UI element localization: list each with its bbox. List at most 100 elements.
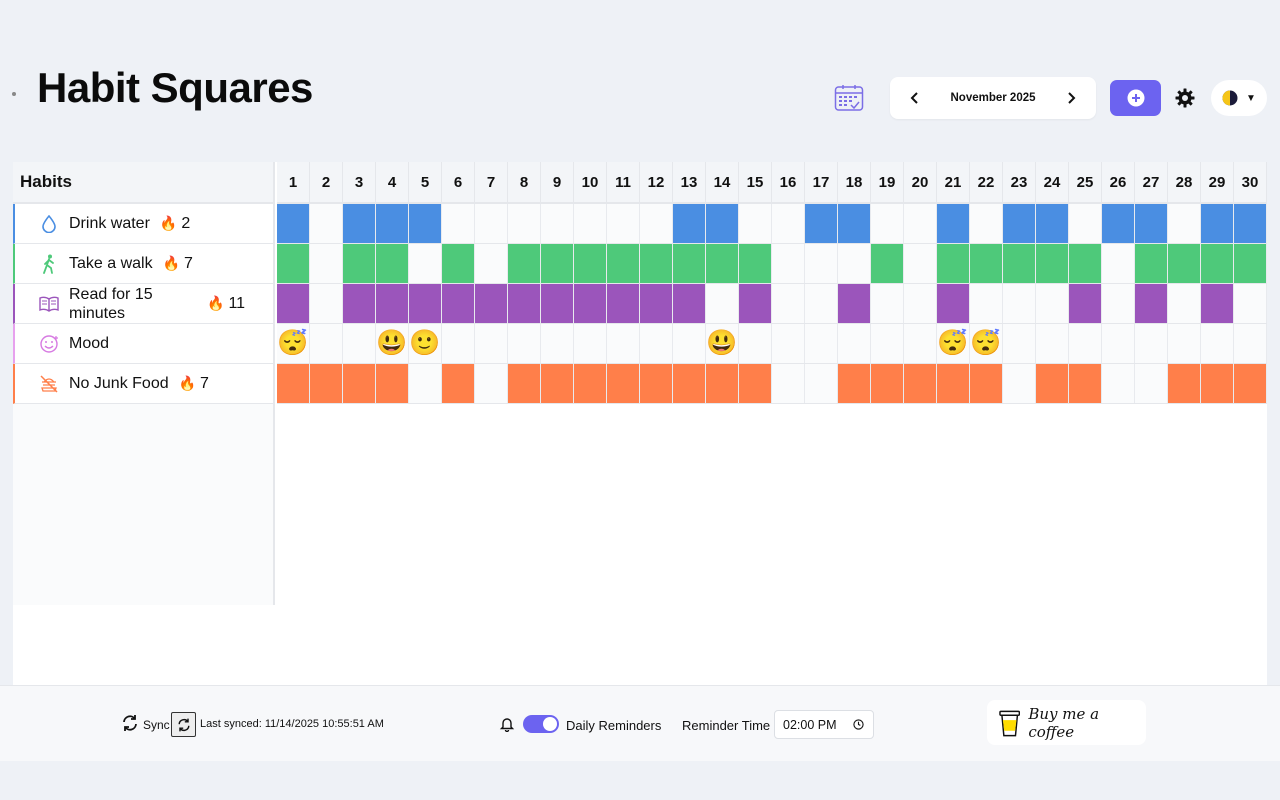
- day-cell[interactable]: 😴: [970, 324, 1003, 363]
- day-cell[interactable]: 🙂: [409, 324, 442, 363]
- habit-row-drink-water[interactable]: Drink water 🔥 2: [13, 204, 273, 244]
- day-cell[interactable]: [1003, 324, 1036, 363]
- day-cell[interactable]: [1168, 364, 1201, 403]
- day-cell[interactable]: [904, 204, 937, 243]
- day-cell[interactable]: [673, 204, 706, 243]
- day-cell[interactable]: [607, 244, 640, 283]
- day-cell[interactable]: [838, 284, 871, 323]
- calendar-button[interactable]: [833, 83, 865, 113]
- day-cell[interactable]: [1168, 284, 1201, 323]
- day-cell[interactable]: [409, 284, 442, 323]
- day-cell[interactable]: [1135, 324, 1168, 363]
- day-cell[interactable]: [1201, 324, 1234, 363]
- day-cell[interactable]: [1069, 204, 1102, 243]
- day-cell[interactable]: [442, 324, 475, 363]
- day-cell[interactable]: [1201, 244, 1234, 283]
- day-cell[interactable]: [607, 364, 640, 403]
- day-cell[interactable]: [673, 284, 706, 323]
- day-cell[interactable]: [310, 364, 343, 403]
- day-cell[interactable]: [871, 204, 904, 243]
- day-cell[interactable]: [1135, 364, 1168, 403]
- day-cell[interactable]: [541, 324, 574, 363]
- day-cell[interactable]: [574, 244, 607, 283]
- day-cell[interactable]: [1168, 204, 1201, 243]
- day-cell[interactable]: [475, 324, 508, 363]
- day-cell[interactable]: [838, 324, 871, 363]
- day-cell[interactable]: [574, 284, 607, 323]
- day-cell[interactable]: [1069, 284, 1102, 323]
- day-cell[interactable]: [640, 244, 673, 283]
- day-cell[interactable]: [904, 324, 937, 363]
- day-cell[interactable]: [607, 284, 640, 323]
- day-cell[interactable]: [508, 364, 541, 403]
- daily-reminders-toggle[interactable]: [523, 715, 559, 733]
- habit-row-no-junk-food[interactable]: No Junk Food 🔥 7: [13, 364, 273, 404]
- day-cell[interactable]: [739, 244, 772, 283]
- day-cell[interactable]: [1036, 324, 1069, 363]
- day-cell[interactable]: [838, 364, 871, 403]
- day-cell[interactable]: [310, 244, 343, 283]
- day-cell[interactable]: [376, 364, 409, 403]
- day-cell[interactable]: [772, 324, 805, 363]
- day-cell[interactable]: [574, 204, 607, 243]
- day-cell[interactable]: [772, 364, 805, 403]
- day-cell[interactable]: 😴: [277, 324, 310, 363]
- day-cell[interactable]: [739, 324, 772, 363]
- day-cell[interactable]: [805, 324, 838, 363]
- day-cell[interactable]: [904, 284, 937, 323]
- day-cell[interactable]: [442, 204, 475, 243]
- day-cell[interactable]: [673, 324, 706, 363]
- day-cell[interactable]: [937, 244, 970, 283]
- day-cell[interactable]: [475, 244, 508, 283]
- day-cell[interactable]: [640, 324, 673, 363]
- day-cell[interactable]: [772, 284, 805, 323]
- clock-icon[interactable]: [852, 719, 864, 730]
- day-cell[interactable]: 😃: [376, 324, 409, 363]
- day-cell[interactable]: [277, 204, 310, 243]
- day-cell[interactable]: [343, 284, 376, 323]
- day-cell[interactable]: [1069, 364, 1102, 403]
- day-cell[interactable]: [343, 364, 376, 403]
- prev-month-button[interactable]: [904, 87, 926, 109]
- day-cell[interactable]: [574, 324, 607, 363]
- day-cell[interactable]: [871, 284, 904, 323]
- day-cell[interactable]: [1036, 284, 1069, 323]
- day-cell[interactable]: [904, 364, 937, 403]
- day-cell[interactable]: [970, 244, 1003, 283]
- day-cell[interactable]: [541, 204, 574, 243]
- day-cell[interactable]: [871, 244, 904, 283]
- reminder-time-input[interactable]: 02:00 PM: [774, 710, 874, 739]
- day-cell[interactable]: [1069, 324, 1102, 363]
- day-cell[interactable]: [937, 204, 970, 243]
- day-cell[interactable]: [1135, 204, 1168, 243]
- day-cell[interactable]: [1003, 244, 1036, 283]
- sync-icon[interactable]: [120, 713, 140, 733]
- day-cell[interactable]: [1234, 324, 1267, 363]
- day-cell[interactable]: [475, 364, 508, 403]
- day-cell[interactable]: [772, 204, 805, 243]
- day-cell[interactable]: [1135, 244, 1168, 283]
- day-cell[interactable]: [673, 244, 706, 283]
- day-cell[interactable]: [805, 284, 838, 323]
- day-cell[interactable]: 😴: [937, 324, 970, 363]
- day-cell[interactable]: [442, 244, 475, 283]
- habit-row-read[interactable]: Read for 15 minutes 🔥 11: [13, 284, 273, 324]
- day-cell[interactable]: [376, 284, 409, 323]
- day-cell[interactable]: [838, 204, 871, 243]
- day-cell[interactable]: [409, 364, 442, 403]
- day-cell[interactable]: [838, 244, 871, 283]
- habit-row-take-a-walk[interactable]: Take a walk 🔥 7: [13, 244, 273, 284]
- day-cell[interactable]: [508, 204, 541, 243]
- day-cell[interactable]: [475, 204, 508, 243]
- day-cell[interactable]: [739, 364, 772, 403]
- day-cell[interactable]: [1201, 204, 1234, 243]
- day-cell[interactable]: [409, 244, 442, 283]
- day-cell[interactable]: [1003, 284, 1036, 323]
- day-cell[interactable]: [706, 284, 739, 323]
- day-cell[interactable]: [1036, 364, 1069, 403]
- day-cell[interactable]: [739, 284, 772, 323]
- day-cell[interactable]: [805, 364, 838, 403]
- day-cell[interactable]: [772, 244, 805, 283]
- day-cell[interactable]: [1102, 284, 1135, 323]
- day-cell[interactable]: [442, 364, 475, 403]
